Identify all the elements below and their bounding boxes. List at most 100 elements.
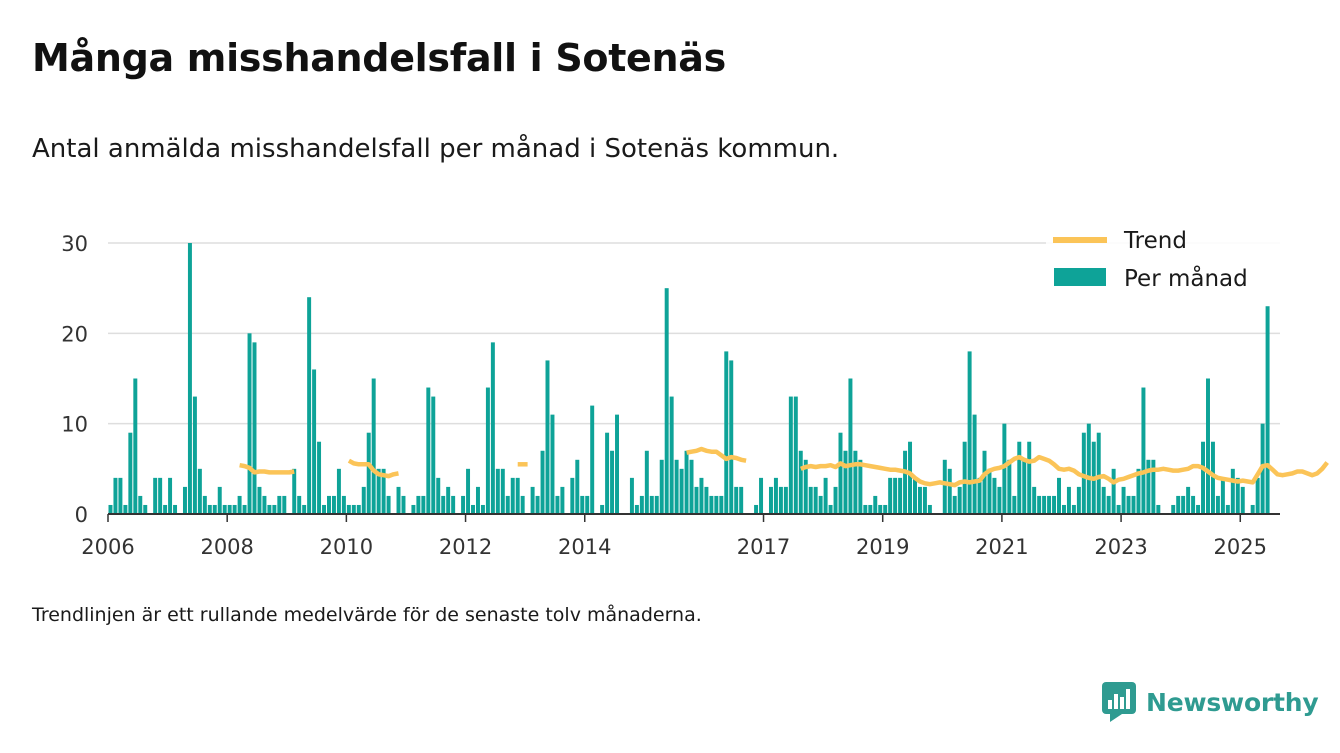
newsworthy-logo-text: Newsworthy: [1146, 687, 1319, 717]
bar: [639, 495, 644, 514]
bar: [138, 495, 143, 514]
bar: [426, 387, 431, 514]
bar: [1066, 486, 1071, 514]
bar: [813, 486, 818, 514]
bar: [545, 360, 550, 514]
bar-chart: 0 10 20 30 2006 2008 2010 2012 2014 2017 2019 2021 2…: [61, 224, 1329, 559]
bar: [659, 459, 664, 514]
bar: [252, 342, 257, 514]
bar: [888, 477, 893, 514]
bar: [788, 396, 793, 514]
bar: [222, 504, 227, 514]
bar: [123, 504, 128, 514]
bar: [560, 486, 565, 514]
bar: [381, 468, 386, 514]
bar: [436, 477, 441, 514]
bar: [644, 450, 649, 514]
bar: [848, 378, 853, 514]
bar: [843, 450, 848, 514]
bar: [1012, 495, 1017, 514]
monthly-bars: [108, 243, 1270, 514]
bar: [451, 495, 456, 514]
bar: [267, 504, 272, 514]
bar: [883, 504, 888, 514]
bar: [356, 504, 361, 514]
x-tick-label: 2010: [320, 535, 373, 559]
bar: [714, 495, 719, 514]
bar: [605, 432, 610, 514]
bar: [803, 459, 808, 514]
bar: [649, 495, 654, 514]
legend: Trend Per månad: [1046, 224, 1284, 300]
x-tick-label: 2023: [1094, 535, 1147, 559]
bar: [922, 486, 927, 514]
bar: [535, 495, 540, 514]
bar: [1111, 468, 1116, 514]
bar: [500, 468, 505, 514]
bar: [262, 495, 267, 514]
x-tick-label: 2025: [1214, 535, 1267, 559]
bar: [1171, 504, 1176, 514]
bar: [322, 504, 327, 514]
bar: [1210, 441, 1215, 514]
legend-bar-swatch: [1054, 268, 1106, 286]
bar: [1002, 423, 1007, 514]
bar: [515, 477, 520, 514]
bar: [1106, 495, 1111, 514]
bar: [212, 504, 217, 514]
bar: [739, 486, 744, 514]
bar: [416, 495, 421, 514]
x-tick-label: 2021: [975, 535, 1028, 559]
bar: [113, 477, 118, 514]
bar: [1136, 468, 1141, 514]
bar: [247, 333, 252, 514]
bar: [272, 504, 277, 514]
y-tick-label: 0: [75, 503, 88, 527]
bar: [773, 477, 778, 514]
bar: [1191, 495, 1196, 514]
bar: [431, 396, 436, 514]
bar: [1230, 468, 1235, 514]
bar: [242, 504, 247, 514]
bar: [1027, 441, 1032, 514]
bar: [297, 495, 302, 514]
bar: [798, 450, 803, 514]
bar: [808, 486, 813, 514]
x-tick-label: 2014: [558, 535, 611, 559]
bar: [913, 477, 917, 514]
bar: [1196, 504, 1201, 514]
bar: [818, 495, 823, 514]
bar: [257, 486, 262, 514]
legend-bar-label: Per månad: [1124, 264, 1248, 292]
bar: [1086, 423, 1091, 514]
bar: [232, 504, 237, 514]
bar: [793, 396, 798, 514]
footnote: Trendlinjen är ett rullande medelvärde f…: [32, 604, 702, 626]
bar: [754, 504, 759, 514]
bar: [893, 477, 898, 514]
bar: [689, 459, 694, 514]
trend-segment: [800, 454, 1329, 488]
bar: [1017, 441, 1022, 514]
bar: [466, 468, 471, 514]
bar: [858, 459, 863, 514]
bar: [997, 486, 1002, 514]
bar: [833, 486, 838, 514]
bar: [734, 486, 739, 514]
chart-title: Många misshandelsfall i Sotenäs: [32, 36, 726, 80]
bar: [1071, 504, 1076, 514]
bar: [600, 504, 605, 514]
bar: [684, 450, 689, 514]
bar: [1131, 495, 1136, 514]
bar: [1076, 486, 1081, 514]
bar: [1255, 477, 1260, 514]
bar: [987, 468, 992, 514]
bar: [550, 414, 555, 514]
bar: [471, 504, 475, 514]
bar: [341, 495, 346, 514]
bar: [292, 468, 297, 514]
bar: [307, 297, 312, 514]
bar: [942, 459, 947, 514]
bar: [277, 495, 282, 514]
bar: [1240, 486, 1245, 514]
